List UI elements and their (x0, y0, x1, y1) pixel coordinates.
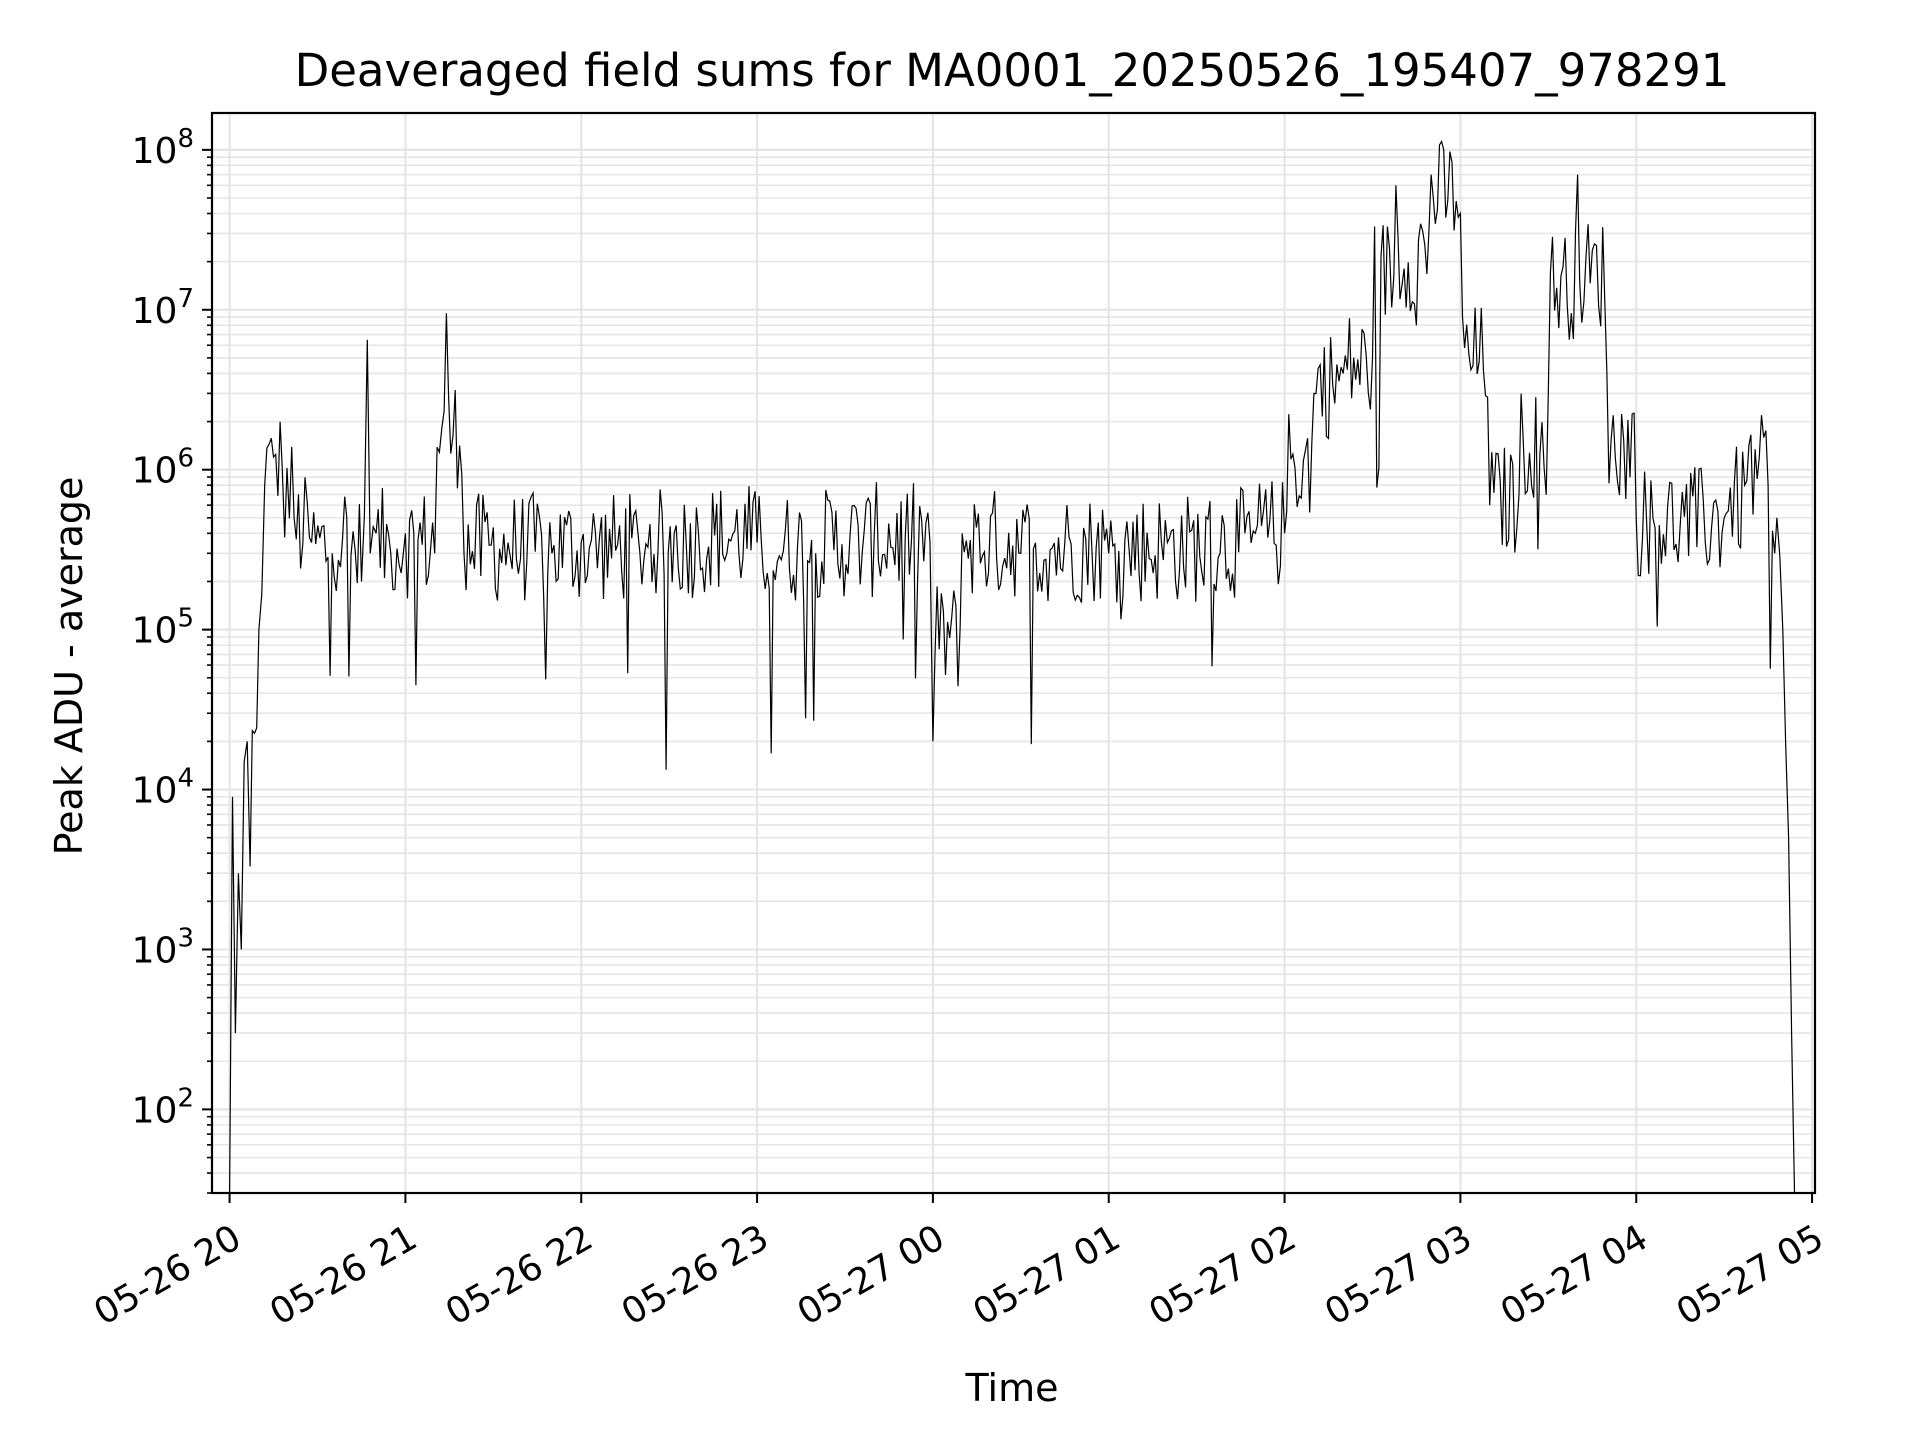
axes-frame (210, 111, 1817, 1195)
x-tick-label: 05-27 01 (967, 1217, 1128, 1333)
x-tick-label: 05-27 05 (1670, 1217, 1831, 1333)
chart-title: Deaveraged field sums for MA0001_2025052… (295, 44, 1730, 97)
x-tick-layer: 05-26 20 05-26 21 05-26 22 05-26 23 05-27 00… (87, 1193, 1831, 1334)
series-line (229, 139, 1796, 1194)
y-tick-label: 103 (132, 923, 194, 971)
x-tick-label: 05-27 02 (1142, 1217, 1303, 1333)
y-tick-label: 104 (132, 764, 194, 812)
y-tick-label: 106 (132, 444, 194, 492)
y-tick-label: 108 (132, 124, 194, 172)
y-tick-label: 102 (132, 1083, 194, 1131)
x-tick-label: 05-27 03 (1318, 1217, 1479, 1333)
x-tick-label: 05-27 00 (791, 1217, 952, 1333)
x-tick-label: 05-26 20 (87, 1217, 248, 1333)
y-tick-layer: 102 103 104 105 106 107 108 (132, 124, 212, 1194)
x-axis-label: Time (965, 1366, 1059, 1410)
x-tick-label: 05-27 04 (1494, 1217, 1655, 1333)
x-tick-label: 05-26 21 (263, 1217, 424, 1333)
series-layer (229, 139, 1796, 1194)
grid-layer (212, 113, 1815, 1194)
plot-frame (210, 111, 1817, 1195)
y-tick-label: 105 (132, 604, 194, 652)
x-tick-label: 05-26 23 (615, 1217, 776, 1333)
y-axis-label: Peak ADU - average (47, 477, 91, 856)
x-tick-label: 05-26 22 (439, 1217, 600, 1333)
y-tick-label: 107 (132, 284, 194, 332)
